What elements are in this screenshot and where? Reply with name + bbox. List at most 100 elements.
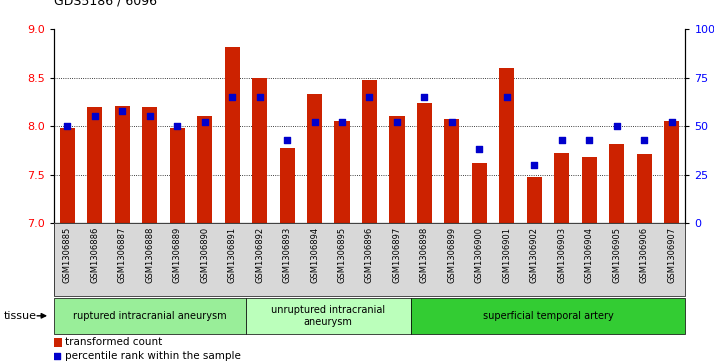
Point — [116, 108, 128, 114]
Bar — [142, 107, 157, 223]
Point — [583, 137, 595, 143]
Text: GDS5186 / 6096: GDS5186 / 6096 — [54, 0, 156, 7]
Point — [473, 147, 485, 152]
Text: tissue: tissue — [4, 311, 36, 321]
Bar — [301, 223, 328, 296]
Point — [391, 119, 403, 125]
Bar — [54, 223, 81, 296]
Bar — [444, 119, 460, 223]
Text: GSM1306886: GSM1306886 — [90, 227, 99, 283]
Text: GSM1306893: GSM1306893 — [283, 227, 291, 283]
Bar — [527, 177, 542, 223]
Bar — [191, 223, 218, 296]
Bar — [334, 121, 350, 223]
Text: GSM1306890: GSM1306890 — [200, 227, 209, 283]
Bar — [609, 144, 624, 223]
Text: GSM1306895: GSM1306895 — [338, 227, 346, 283]
Text: GSM1306907: GSM1306907 — [667, 227, 676, 283]
Bar — [307, 94, 322, 223]
Bar — [136, 223, 164, 296]
Bar — [664, 121, 679, 223]
Bar — [389, 117, 405, 223]
Bar — [417, 103, 432, 223]
Bar — [499, 68, 514, 223]
Text: GSM1306896: GSM1306896 — [365, 227, 374, 283]
Bar — [383, 223, 411, 296]
Text: percentile rank within the sample: percentile rank within the sample — [65, 351, 241, 360]
Point — [418, 94, 430, 100]
Text: GSM1306903: GSM1306903 — [558, 227, 566, 283]
Bar — [218, 223, 246, 296]
Bar — [411, 223, 438, 296]
Bar — [279, 147, 295, 223]
Bar — [630, 223, 658, 296]
Bar — [472, 163, 487, 223]
Bar — [87, 107, 102, 223]
Point — [309, 119, 321, 125]
Text: GSM1306900: GSM1306900 — [475, 227, 484, 283]
Point — [556, 137, 568, 143]
Bar — [273, 223, 301, 296]
Bar — [109, 223, 136, 296]
Bar — [197, 117, 212, 223]
Point — [611, 123, 623, 129]
Text: GSM1306902: GSM1306902 — [530, 227, 539, 283]
Text: GSM1306899: GSM1306899 — [448, 227, 456, 283]
Text: GSM1306887: GSM1306887 — [118, 227, 126, 283]
Bar — [60, 128, 75, 223]
Text: GSM1306888: GSM1306888 — [145, 227, 154, 283]
Text: unruptured intracranial
aneurysm: unruptured intracranial aneurysm — [271, 305, 386, 327]
Text: GSM1306904: GSM1306904 — [585, 227, 594, 283]
Bar — [411, 298, 685, 334]
Text: transformed count: transformed count — [65, 337, 162, 347]
Point — [171, 123, 183, 129]
Bar — [582, 157, 597, 223]
Bar — [438, 223, 466, 296]
Bar — [575, 223, 603, 296]
Point — [254, 94, 266, 100]
Bar — [493, 223, 521, 296]
Text: GSM1306894: GSM1306894 — [310, 227, 319, 283]
Bar — [466, 223, 493, 296]
Text: GSM1306889: GSM1306889 — [173, 227, 181, 283]
Bar — [328, 223, 356, 296]
Text: GSM1306891: GSM1306891 — [228, 227, 236, 283]
Bar — [246, 298, 411, 334]
Text: GSM1306892: GSM1306892 — [255, 227, 264, 283]
Point — [666, 119, 678, 125]
Text: GSM1306897: GSM1306897 — [393, 227, 401, 283]
Bar — [548, 223, 575, 296]
Point — [51, 353, 63, 359]
Point — [61, 123, 73, 129]
Text: superficial temporal artery: superficial temporal artery — [483, 311, 613, 321]
Point — [89, 114, 101, 119]
Bar — [225, 46, 240, 223]
Bar — [521, 223, 548, 296]
Point — [336, 119, 348, 125]
Point — [446, 119, 458, 125]
Bar — [54, 338, 61, 347]
Point — [199, 119, 211, 125]
Text: ruptured intracranial aneurysm: ruptured intracranial aneurysm — [73, 311, 226, 321]
Text: GSM1306901: GSM1306901 — [503, 227, 511, 283]
Bar — [362, 79, 377, 223]
Bar — [356, 223, 383, 296]
Point — [363, 94, 376, 100]
Bar — [54, 298, 246, 334]
Bar — [637, 154, 652, 223]
Bar — [170, 128, 185, 223]
Bar — [252, 78, 267, 223]
Text: GSM1306905: GSM1306905 — [613, 227, 621, 283]
Point — [638, 137, 650, 143]
Point — [528, 162, 540, 168]
Point — [144, 114, 156, 119]
Bar — [81, 223, 109, 296]
Text: GSM1306885: GSM1306885 — [63, 227, 72, 283]
Point — [226, 94, 238, 100]
Bar — [554, 153, 569, 223]
Bar — [246, 223, 273, 296]
Point — [281, 137, 293, 143]
Text: GSM1306898: GSM1306898 — [420, 227, 429, 283]
Point — [501, 94, 513, 100]
Bar — [115, 106, 130, 223]
